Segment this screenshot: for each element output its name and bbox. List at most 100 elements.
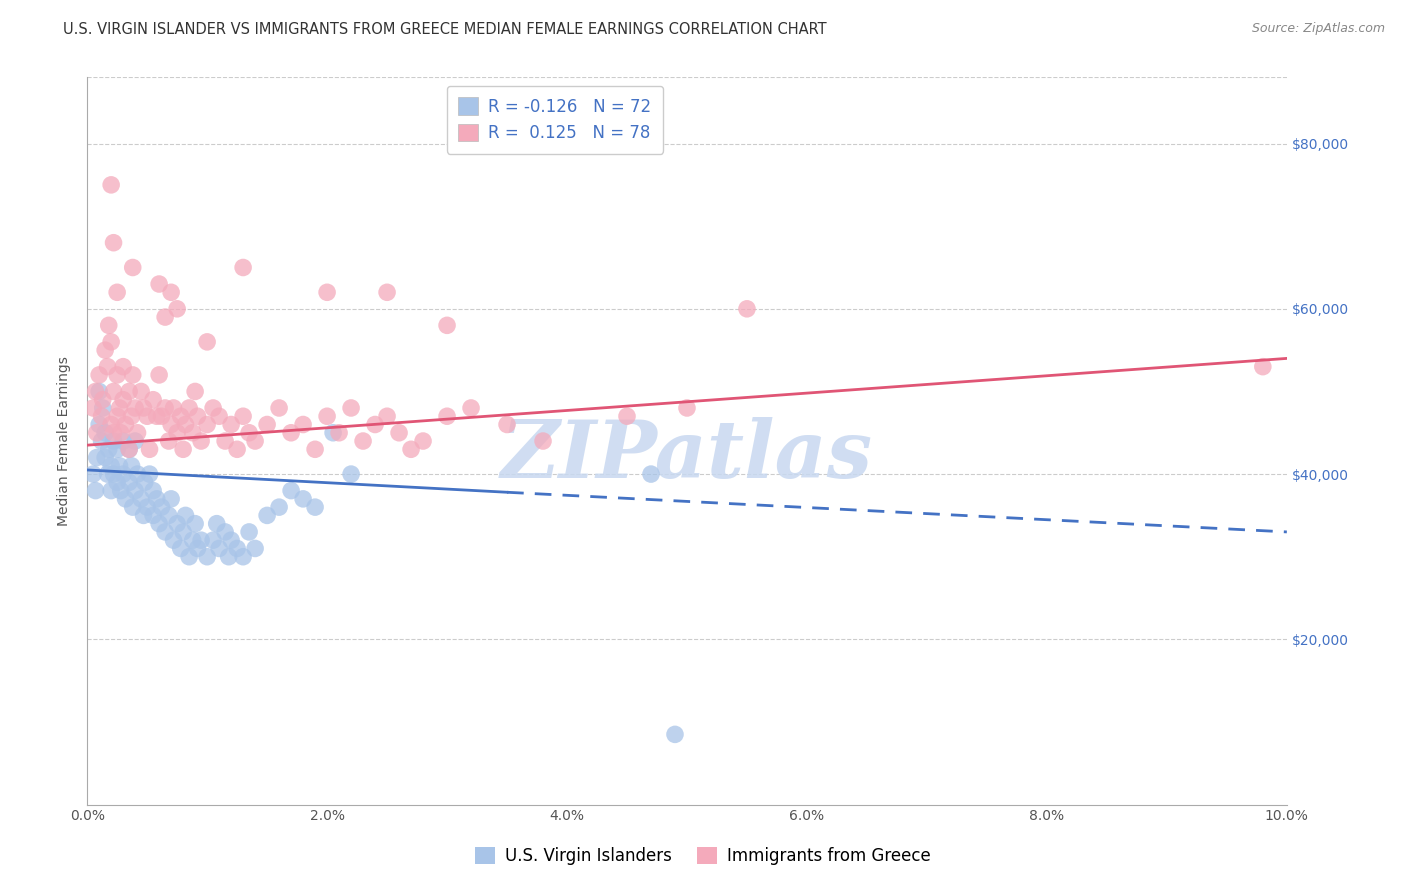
Point (100, 458, 122, 473)
Point (118, 442, 141, 457)
Point (89, 417, 111, 432)
Point (121, 409, 143, 424)
Text: U.S. VIRGIN ISLANDER VS IMMIGRANTS FROM GREECE MEDIAN FEMALE EARNINGS CORRELATIO: U.S. VIRGIN ISLANDER VS IMMIGRANTS FROM … (63, 22, 827, 37)
Point (142, 508, 165, 523)
Point (142, 483, 165, 498)
Point (132, 508, 155, 523)
Point (616, 409, 638, 424)
Point (103, 434, 125, 448)
Point (157, 434, 180, 448)
Point (166, 516, 188, 531)
Point (96, 359, 118, 374)
Point (269, 401, 291, 415)
Point (166, 425, 188, 440)
Point (256, 417, 278, 432)
Point (190, 533, 212, 548)
Point (162, 533, 184, 548)
Point (90, 434, 112, 448)
Point (184, 384, 207, 399)
Point (82, 467, 104, 481)
Point (112, 467, 135, 481)
Point (124, 434, 146, 448)
Point (110, 425, 132, 440)
Point (160, 417, 183, 432)
Point (172, 524, 194, 539)
Point (86, 425, 108, 440)
Point (91, 392, 114, 407)
Point (150, 409, 173, 424)
Point (202, 533, 225, 548)
Point (90, 409, 112, 424)
Point (142, 392, 165, 407)
Point (340, 467, 363, 481)
Point (292, 417, 315, 432)
Legend: R = -0.126   N = 72, R =  0.125   N = 78: R = -0.126 N = 72, R = 0.125 N = 78 (447, 86, 664, 153)
Point (195, 417, 218, 432)
Point (150, 500, 173, 515)
Point (103, 425, 125, 440)
Point (195, 334, 218, 349)
Point (84, 384, 107, 399)
Point (138, 467, 160, 481)
Point (214, 434, 236, 448)
Point (280, 483, 302, 498)
Point (436, 409, 458, 424)
Point (226, 442, 249, 457)
Point (124, 483, 146, 498)
Point (105, 442, 128, 457)
Point (153, 310, 176, 324)
Point (84, 483, 107, 498)
Point (148, 368, 170, 382)
Point (145, 491, 167, 506)
Point (94, 450, 117, 465)
Point (108, 458, 131, 473)
Point (89, 384, 111, 399)
Point (219, 533, 242, 548)
Point (399, 442, 422, 457)
Point (195, 549, 218, 564)
Point (166, 301, 188, 316)
Point (121, 260, 143, 275)
Point (153, 524, 176, 539)
Point (103, 467, 125, 481)
Point (160, 285, 183, 300)
Point (94, 343, 117, 358)
Point (121, 500, 143, 515)
Point (186, 541, 208, 556)
Point (226, 541, 249, 556)
Legend: U.S. Virgin Islanders, Immigrants from Greece: U.S. Virgin Islanders, Immigrants from G… (465, 837, 941, 875)
Point (218, 549, 240, 564)
Point (96, 467, 118, 481)
Point (205, 516, 228, 531)
Point (157, 508, 180, 523)
Point (124, 401, 146, 415)
Point (132, 401, 155, 415)
Point (129, 491, 152, 506)
Point (103, 384, 125, 399)
Point (112, 392, 135, 407)
Y-axis label: Median Female Earnings: Median Female Earnings (58, 356, 72, 526)
Point (94, 425, 117, 440)
Point (243, 541, 266, 556)
Point (118, 475, 141, 490)
Point (110, 483, 132, 498)
Point (208, 541, 231, 556)
Point (86, 450, 108, 465)
Point (179, 549, 201, 564)
Point (340, 401, 363, 415)
Point (162, 401, 184, 415)
Point (82, 401, 104, 415)
Point (121, 368, 143, 382)
Point (304, 500, 326, 515)
Point (735, 301, 758, 316)
Point (375, 409, 398, 424)
Point (292, 491, 315, 506)
Point (664, 727, 686, 741)
Point (97, 442, 120, 457)
Point (269, 500, 291, 515)
Point (531, 434, 554, 448)
Point (174, 508, 197, 523)
Point (138, 442, 160, 457)
Point (91, 401, 114, 415)
Point (243, 434, 266, 448)
